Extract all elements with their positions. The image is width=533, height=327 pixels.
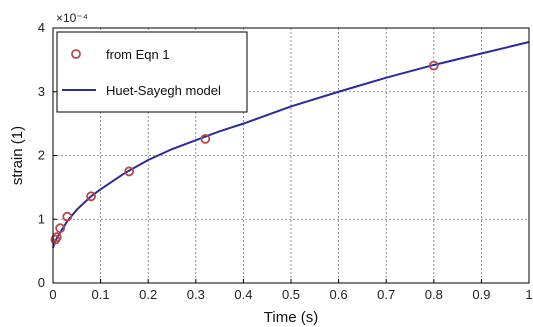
legend: from Eqn 1 Huet-Sayegh model — [56, 31, 248, 113]
y-multiplier-label: ×10⁻⁴ — [56, 11, 88, 25]
data-point — [200, 134, 211, 144]
series-layer — [50, 41, 530, 249]
legend-entry-huet-sayegh-model: Huet-Sayegh model — [106, 83, 221, 98]
legend-entry-from-eqn-1: from Eqn 1 — [106, 47, 170, 62]
legend-box — [56, 31, 248, 113]
data-point — [86, 191, 96, 202]
y-tick-label: 0 — [38, 275, 45, 290]
y-axis-label: strain (1) — [9, 126, 26, 185]
x-tick-label: 0.8 — [425, 287, 443, 302]
x-tick-label: 0.7 — [377, 287, 395, 302]
data-point — [124, 166, 135, 177]
y-tick-label: 4 — [38, 20, 45, 35]
x-tick-label: 0.1 — [92, 287, 110, 302]
legend-marker-from-eqn-1 — [71, 49, 81, 59]
y-tick-label: 3 — [38, 84, 45, 99]
data-point — [428, 60, 439, 71]
x-axis-label: Time (s) — [264, 309, 318, 326]
x-tick-label: 0.2 — [139, 287, 157, 302]
x-tick-label: 0.3 — [187, 287, 205, 302]
x-tick-label: 1 — [525, 287, 532, 302]
y-tick-label: 1 — [38, 211, 45, 226]
data-point — [62, 211, 73, 222]
x-tick-label: 0.4 — [234, 287, 252, 302]
x-tick-label: 0.5 — [282, 287, 300, 302]
data-point — [55, 223, 66, 234]
x-tick-label: 0 — [49, 287, 56, 302]
y-tick-label: 2 — [38, 148, 45, 163]
ticks: 0 0.1 0.2 0.3 0.4 0.5 0.6 0.7 0.8 0.9 1 0 1 2 3 4 — [38, 20, 533, 302]
grid — [53, 28, 529, 283]
x-tick-label: 0.6 — [330, 287, 348, 302]
x-tick-label: 0.9 — [472, 287, 490, 302]
